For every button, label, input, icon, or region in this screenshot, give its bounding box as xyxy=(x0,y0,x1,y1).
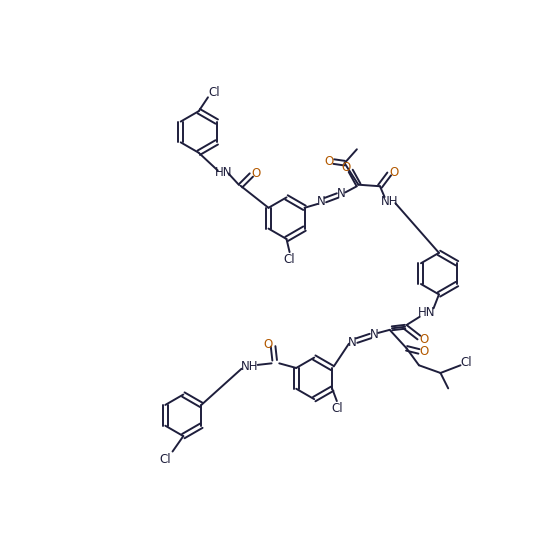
Text: O: O xyxy=(389,166,398,179)
Text: O: O xyxy=(419,345,428,358)
Text: Cl: Cl xyxy=(331,402,343,415)
Text: NH: NH xyxy=(242,360,259,373)
Text: O: O xyxy=(264,338,273,350)
Text: Cl: Cl xyxy=(159,453,171,465)
Text: O: O xyxy=(325,155,334,168)
Text: N: N xyxy=(370,328,379,341)
Text: N: N xyxy=(337,187,346,201)
Text: Cl: Cl xyxy=(284,253,295,266)
Text: O: O xyxy=(342,161,351,174)
Text: NH: NH xyxy=(380,195,398,208)
Text: HN: HN xyxy=(418,307,435,319)
Text: Cl: Cl xyxy=(461,356,473,369)
Text: N: N xyxy=(317,195,326,208)
Text: Cl: Cl xyxy=(208,86,220,99)
Text: O: O xyxy=(251,167,261,180)
Text: O: O xyxy=(419,333,428,346)
Text: HN: HN xyxy=(214,165,232,179)
Text: N: N xyxy=(348,335,357,349)
